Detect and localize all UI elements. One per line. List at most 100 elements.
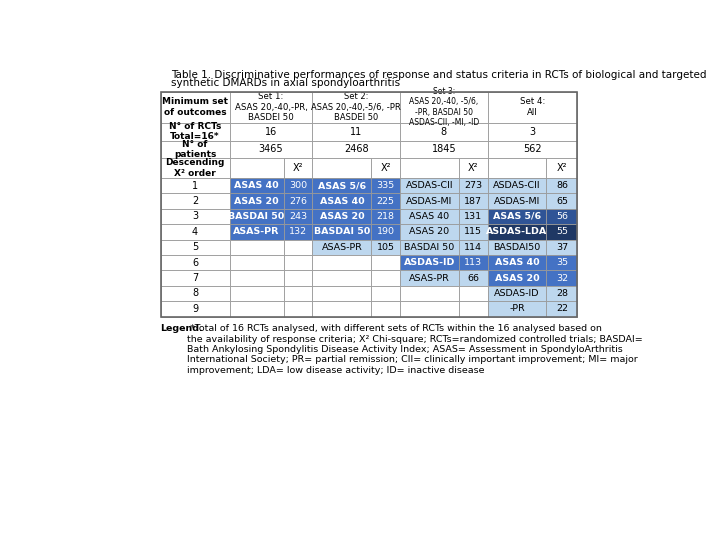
Text: ASAS 40: ASAS 40 [495,258,539,267]
Bar [284,255,312,271]
Text: 300: 300 [289,181,307,190]
Bar [400,301,459,316]
Bar [284,224,312,240]
Text: X²: X² [380,163,391,173]
Bar [400,123,487,141]
Text: 562: 562 [523,145,542,154]
Bar [230,255,284,271]
Text: ASAS 20: ASAS 20 [320,212,364,221]
Bar [161,224,230,240]
Text: Set 2:
ASAS 20,-40,-5/6, -PR
BASDEI 50: Set 2: ASAS 20,-40,-5/6, -PR BASDEI 50 [311,92,401,122]
Bar [161,92,230,123]
Text: 55: 55 [556,227,568,237]
Bar [230,209,284,224]
Bar [546,286,577,301]
Text: 16: 16 [265,127,277,137]
Bar [284,158,312,178]
Bar [372,271,400,286]
Bar [546,193,577,209]
Text: Set 1:
ASAS 20,-40,-PR,
BASDEI 50: Set 1: ASAS 20,-40,-PR, BASDEI 50 [235,92,307,122]
Bar [487,92,577,123]
Bar [161,209,230,224]
Bar [230,240,284,255]
Bar [312,286,372,301]
Bar [400,92,487,123]
Text: 3: 3 [192,212,198,221]
Text: Minimum set
of outcomes: Minimum set of outcomes [162,97,228,117]
Bar [161,255,230,271]
Text: 276: 276 [289,197,307,206]
Text: Set 3:
ASAS 20,-40, -5/6,
-PR, BASDAI 50
ASDAS-CII, -MI, -ID: Set 3: ASAS 20,-40, -5/6, -PR, BASDAI 50… [409,87,479,127]
Text: 28: 28 [556,289,568,298]
Text: ASAS 20: ASAS 20 [495,274,539,282]
Bar [284,271,312,286]
Text: ASDAS-CII: ASDAS-CII [405,181,454,190]
Text: BASDAI 50: BASDAI 50 [405,243,454,252]
Bar [312,193,372,209]
Text: X²: X² [293,163,303,173]
Bar [372,224,400,240]
Text: BASDAI 50: BASDAI 50 [228,212,284,221]
Text: 225: 225 [377,197,395,206]
Text: 273: 273 [464,181,482,190]
Text: 11: 11 [350,127,362,137]
Bar [372,240,400,255]
Bar [459,158,487,178]
Bar [312,209,372,224]
Text: ASAS 5/6: ASAS 5/6 [493,212,541,221]
Bar [312,224,372,240]
Bar [459,240,487,255]
Bar [487,178,546,193]
Bar [284,209,312,224]
Bar [459,301,487,316]
Text: 65: 65 [556,197,568,206]
Bar [161,193,230,209]
Bar [546,271,577,286]
Text: Descending
X² order: Descending X² order [166,158,225,178]
Bar [284,301,312,316]
Text: 22: 22 [556,305,568,313]
Text: ASAS-PR: ASAS-PR [409,274,450,282]
Text: BASDAI 50: BASDAI 50 [314,227,370,237]
Bar [161,178,230,193]
Text: BASDAI50: BASDAI50 [493,243,541,252]
Bar [161,158,230,178]
Text: 335: 335 [377,181,395,190]
Bar [161,123,230,141]
Bar [400,158,459,178]
Text: 2: 2 [192,196,198,206]
Text: 132: 132 [289,227,307,237]
Bar [459,255,487,271]
Bar [487,193,546,209]
Bar [372,193,400,209]
Bar [161,286,230,301]
Text: 8: 8 [192,288,198,299]
Text: ASAS 20: ASAS 20 [234,197,279,206]
Text: 56: 56 [556,212,568,221]
Text: Legend.: Legend. [161,325,203,333]
Bar [230,271,284,286]
Bar [230,193,284,209]
Text: 105: 105 [377,243,395,252]
Bar [459,224,487,240]
Bar [546,240,577,255]
Text: ASAS 20: ASAS 20 [410,227,449,237]
Bar [312,92,400,123]
Bar [312,158,372,178]
Bar [312,240,372,255]
Bar [546,178,577,193]
Bar [284,240,312,255]
Bar [459,286,487,301]
Bar [487,224,546,240]
Bar [487,141,577,158]
Bar [400,240,459,255]
Bar [400,178,459,193]
Text: ASAS 40: ASAS 40 [410,212,449,221]
Bar [487,209,546,224]
Bar [546,209,577,224]
Bar [230,224,284,240]
Text: X²: X² [468,163,479,173]
Text: 1: 1 [192,181,198,191]
Bar [459,178,487,193]
Bar [459,193,487,209]
